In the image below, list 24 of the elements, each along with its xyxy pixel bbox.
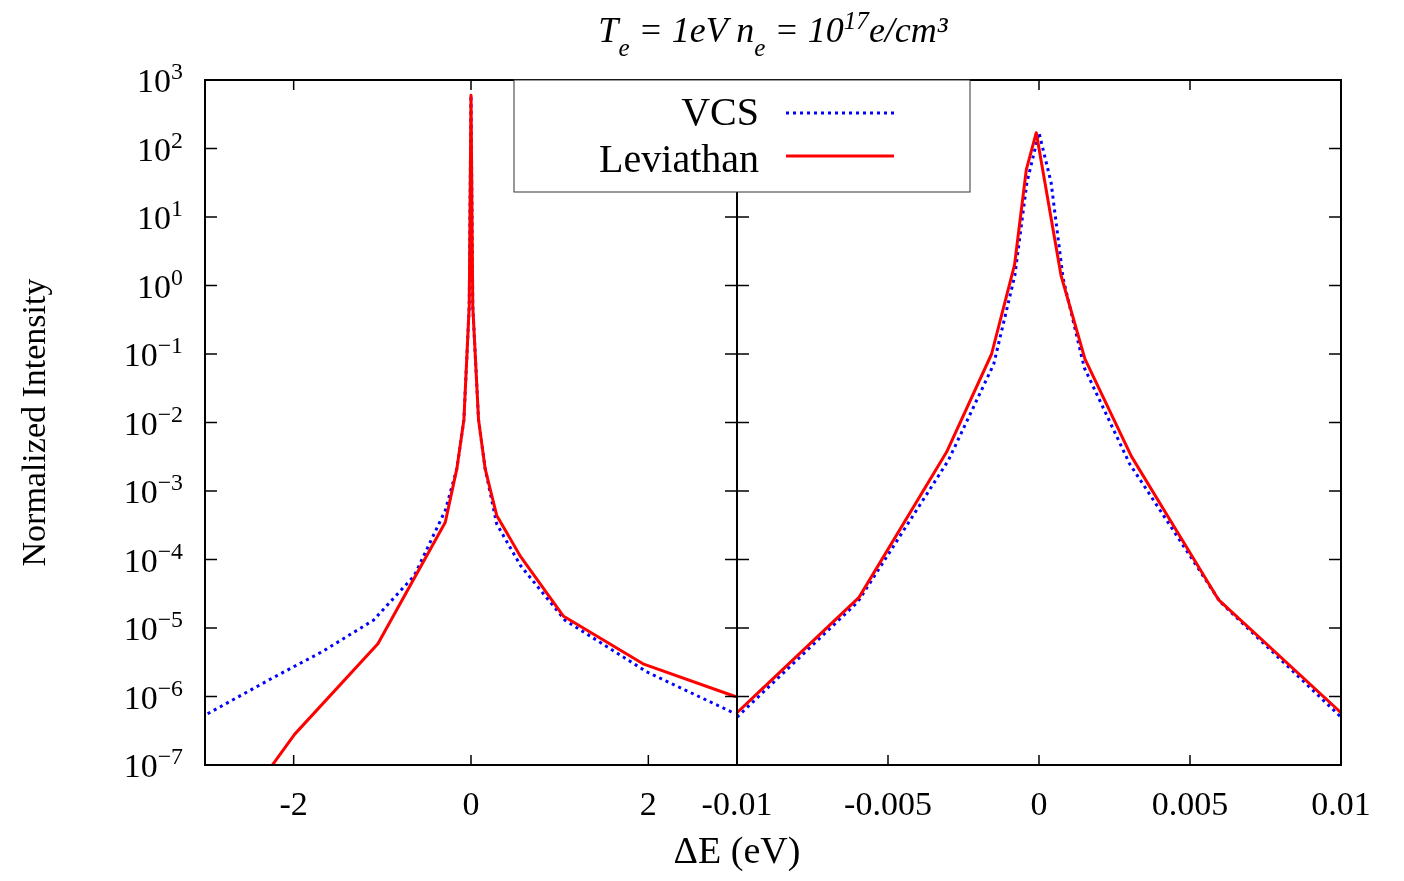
y-tick-label: 10$^{−4}$ xyxy=(123,537,184,579)
chart-title: T$_{e}$ = 1eV n$_{e}$ = 10$^{17}$e/cm³ xyxy=(598,6,949,61)
x-tick-label: 0 xyxy=(1030,785,1048,822)
y-tick-label: 10$^{−1}$ xyxy=(123,332,183,373)
x-tick-label: 2 xyxy=(639,785,657,822)
y-tick-label: 10$^{−6}$ xyxy=(123,674,184,716)
x-tick-label: -2 xyxy=(279,785,308,822)
x-tick-label: -0.01 xyxy=(701,785,773,822)
y-tick-label: 10$^{3}$ xyxy=(137,58,183,99)
y-axis-title: Normalized Intensity xyxy=(15,278,52,567)
x-tick-label: 0.005 xyxy=(1151,785,1229,822)
y-tick-label: 10$^{−5}$ xyxy=(123,606,183,647)
y-tick-label: 10$^{−7}$ xyxy=(123,743,184,784)
y-tick-label: 10$^{2}$ xyxy=(137,126,183,168)
x-tick-label: 0 xyxy=(462,785,480,822)
y-tick-label: 10$^{−2}$ xyxy=(123,400,183,442)
legend-label: Leviathan xyxy=(599,136,759,181)
y-tick-label: 10$^{1}$ xyxy=(137,195,183,236)
legend-label: VCS xyxy=(681,89,759,134)
x-tick-label: 0.01 xyxy=(1311,785,1371,822)
y-tick-label: 10$^{0}$ xyxy=(137,263,183,305)
y-tick-label: 10$^{−3}$ xyxy=(123,469,183,510)
x-axis-title: ΔE (eV) xyxy=(673,829,801,872)
x-tick-label: -0.005 xyxy=(844,785,932,822)
